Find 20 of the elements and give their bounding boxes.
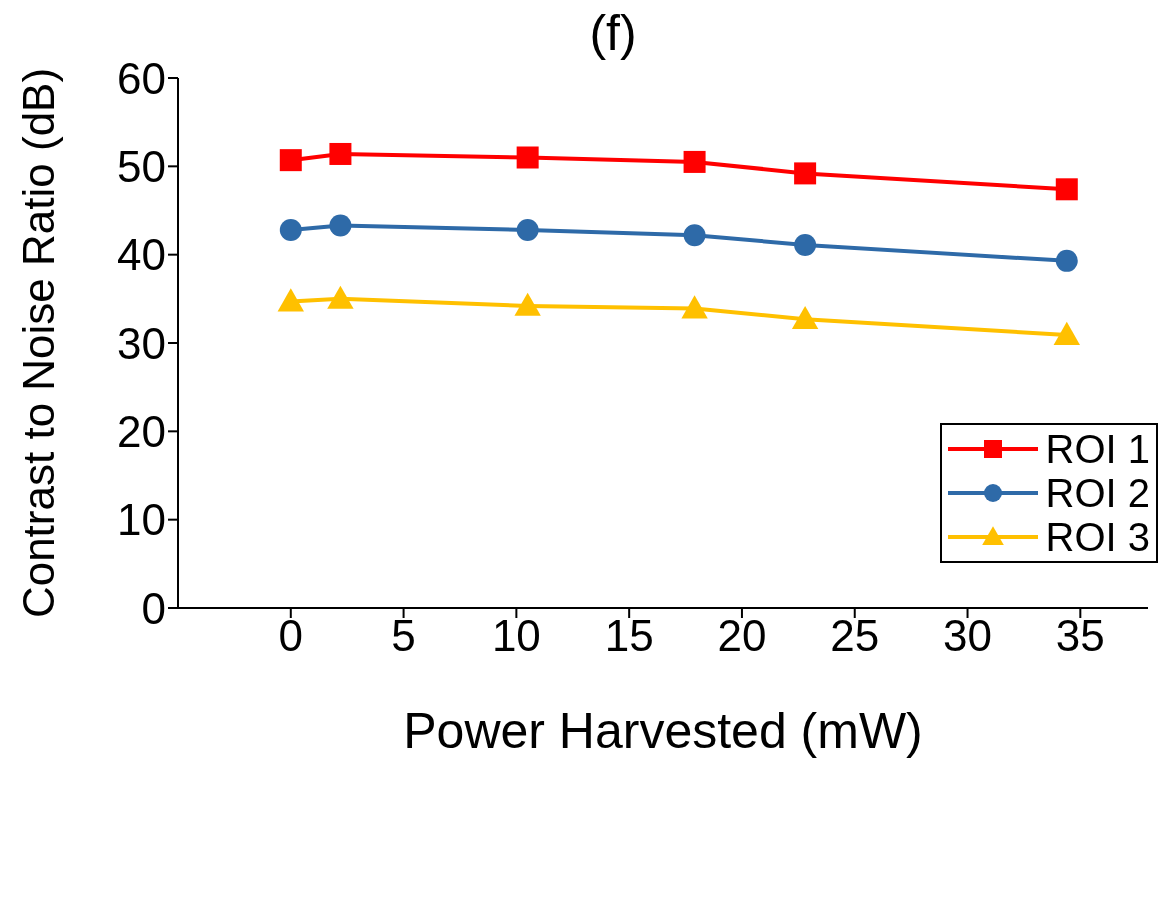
y-axis-title: Contrast to Noise Ratio (dB) <box>13 67 63 619</box>
x-tick-label: 25 <box>830 611 880 661</box>
y-tick-label: 60 <box>117 53 166 103</box>
y-tick-label: 20 <box>117 406 166 456</box>
y-tick-label: 40 <box>117 230 166 280</box>
x-tick-label: 30 <box>943 611 993 661</box>
x-tick-label: 15 <box>604 611 654 661</box>
chart-title: (f) <box>589 5 637 61</box>
legend-label: ROI 3 <box>1045 514 1150 560</box>
y-tick-label: 50 <box>117 141 166 191</box>
y-tick-label: 30 <box>117 318 166 368</box>
x-tick-label: 10 <box>491 611 541 661</box>
legend-label: ROI 1 <box>1045 426 1150 472</box>
x-tick-label: 20 <box>717 611 767 661</box>
x-tick-label: 0 <box>278 611 304 661</box>
x-axis-title: Power Harvested (mW) <box>403 703 923 759</box>
y-tick-label: 10 <box>117 495 166 545</box>
legend-label: ROI 2 <box>1045 470 1150 516</box>
x-tick-label: 5 <box>391 611 416 661</box>
x-tick-label: 35 <box>1055 611 1105 661</box>
